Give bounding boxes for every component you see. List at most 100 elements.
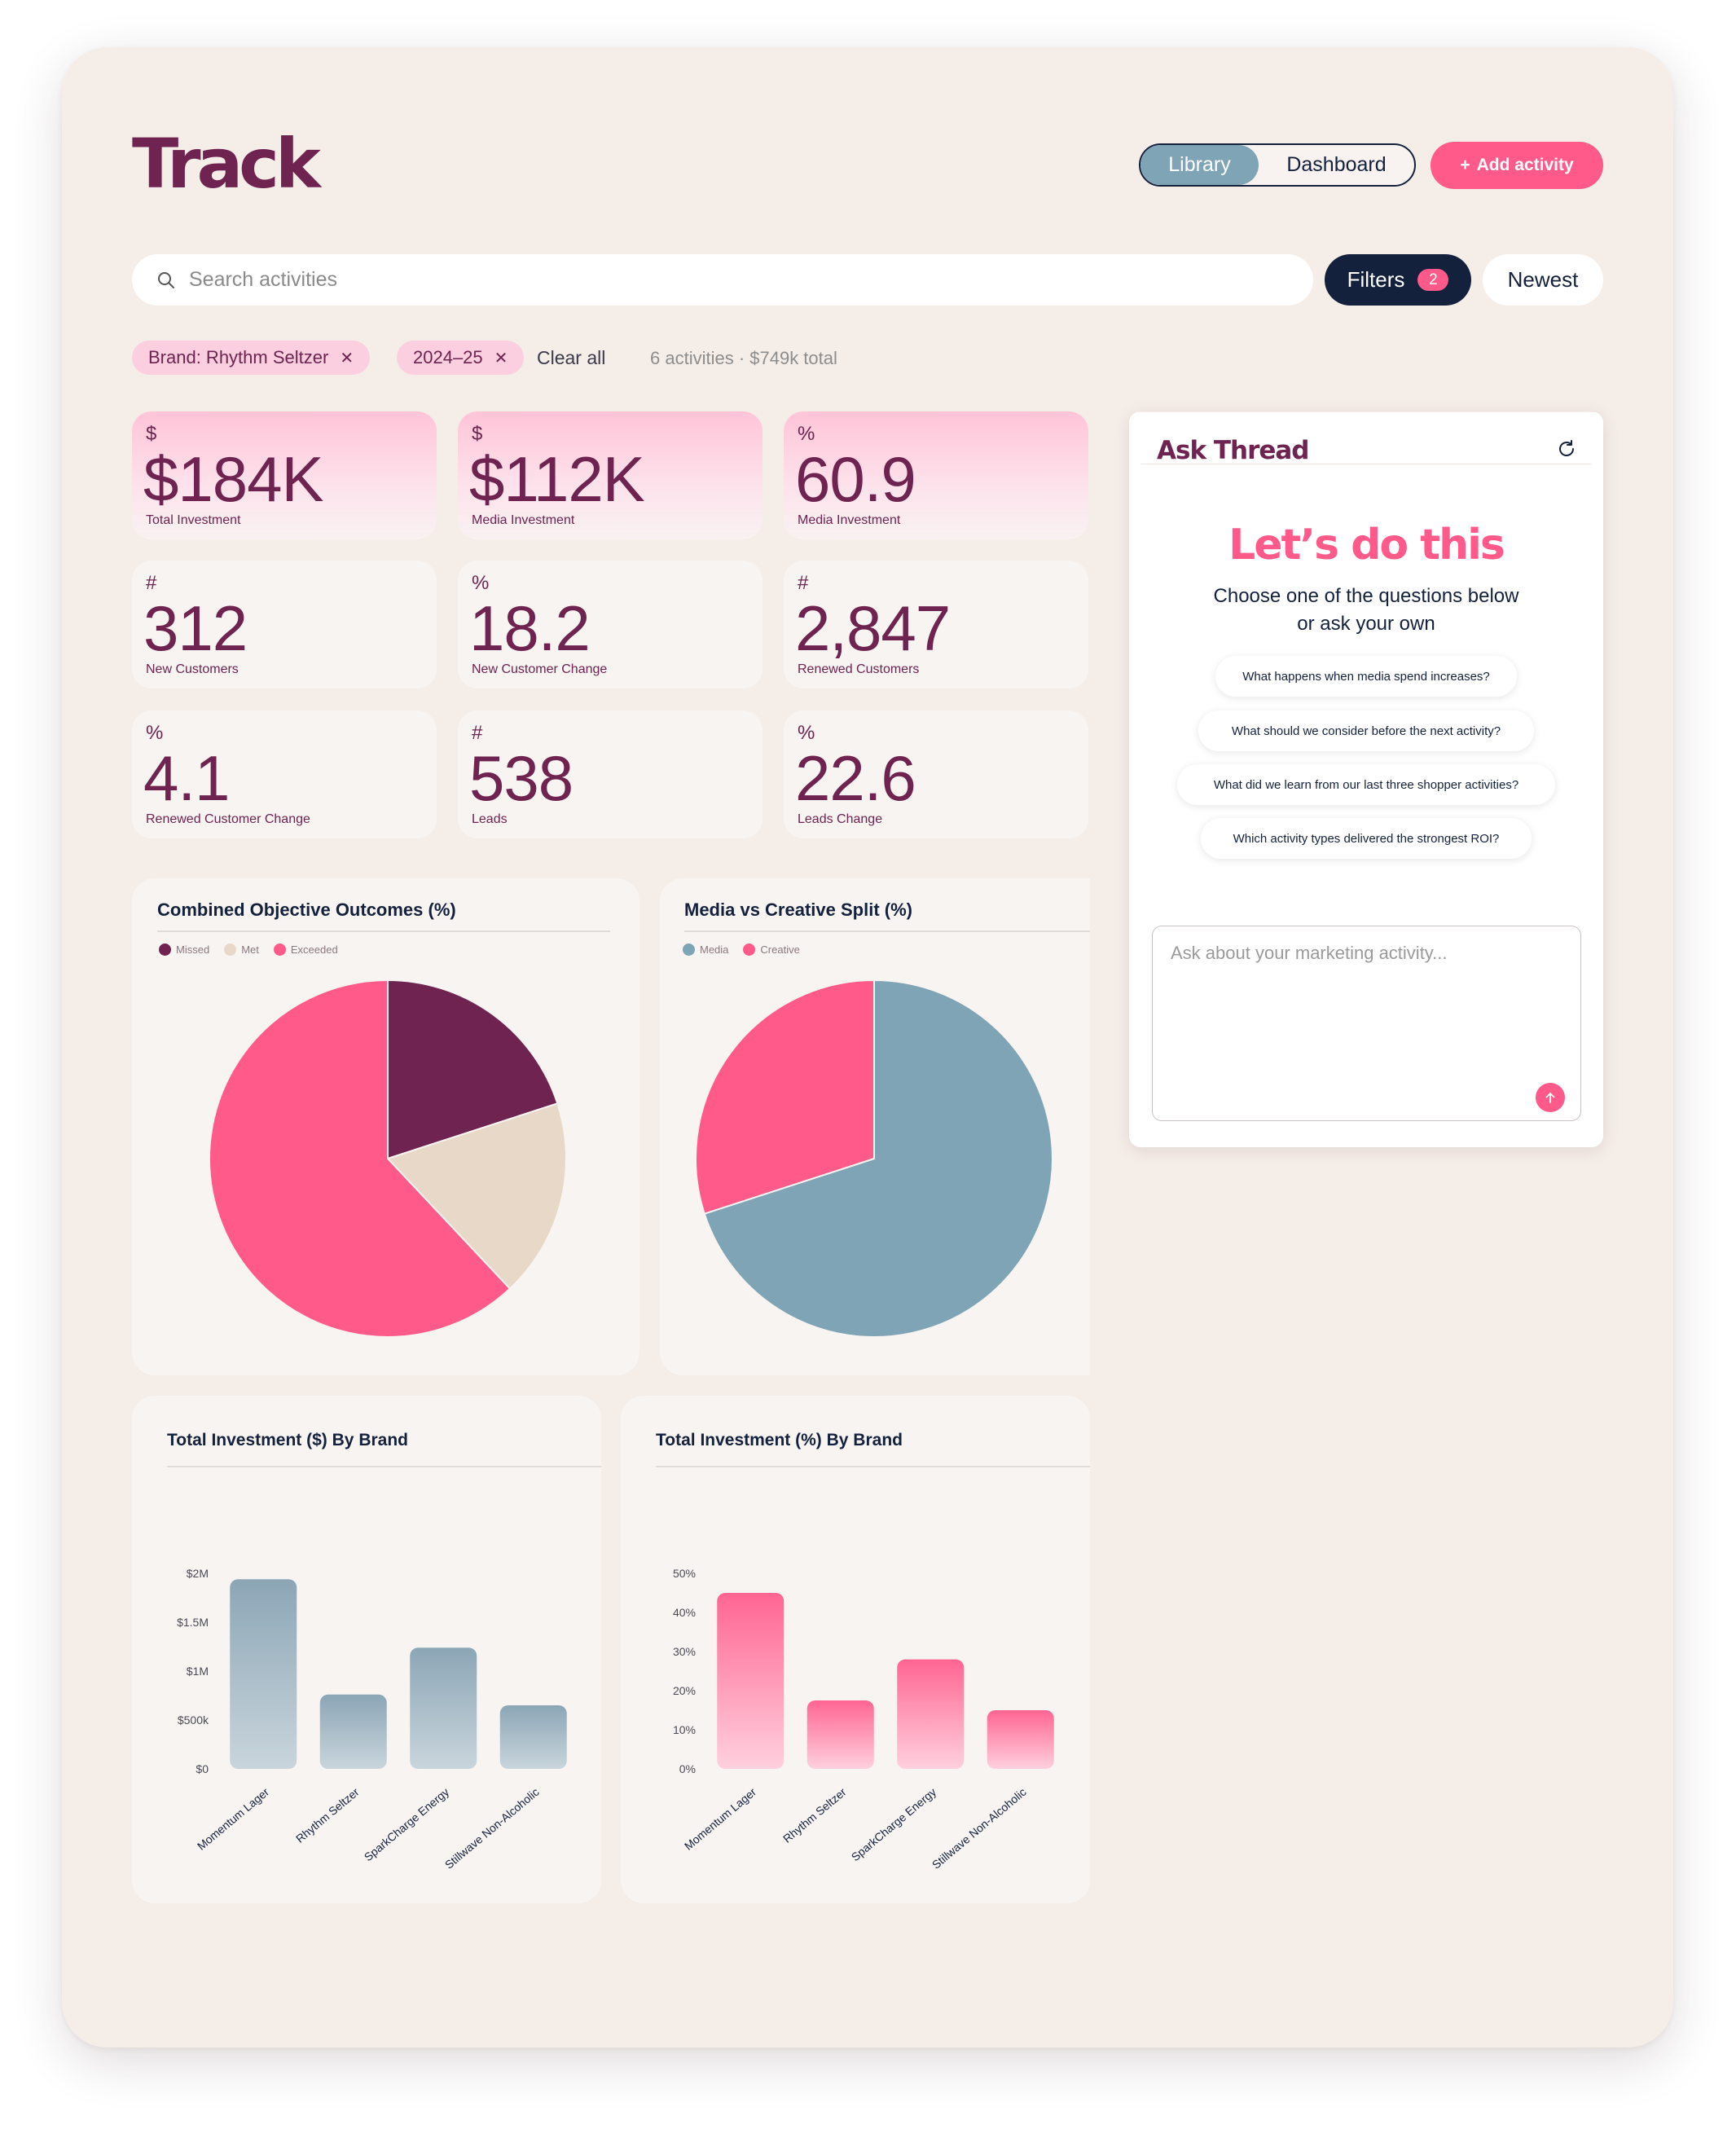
y-tick-label: $1M	[187, 1665, 209, 1678]
chart-card-media-creative: Media vs Creative Split (%) Media Creati…	[660, 878, 1090, 1375]
chart-card-investment-dollars: Total Investment ($) By Brand $0 $500k $1M…	[132, 1396, 601, 1903]
chart-title: Total Investment ($) By Brand	[167, 1431, 408, 1449]
bar	[410, 1647, 477, 1769]
chart-title: Media vs Creative Split (%)	[684, 900, 912, 920]
ask-thread-panel: Ask Thread Let’s do this Choose one of t…	[1129, 411, 1603, 1147]
pie-slice-media	[703, 979, 1053, 1338]
kpi-label: New Customer Change	[472, 662, 608, 676]
y-tick-label: 50%	[673, 1567, 696, 1580]
kpi-card: # 312 New Customers	[132, 561, 437, 688]
kpi-value: 18.2	[469, 592, 591, 664]
chart-title: Total Investment (%) By Brand	[656, 1431, 903, 1449]
kpi-value: 4.1	[143, 742, 230, 814]
x-tick-label: SparkCharge Energy	[849, 1785, 938, 1863]
kpi-unit: #	[472, 722, 483, 744]
kpi-label: Renewed Customer Change	[146, 812, 310, 826]
ask-input-box[interactable]	[1152, 926, 1581, 1121]
y-tick-label: 20%	[673, 1684, 696, 1697]
filter-chip-brand[interactable]: Brand: Rhythm Seltzer ✕	[132, 341, 371, 375]
pie-slice-missed	[387, 979, 559, 1160]
legend-swatch	[273, 944, 286, 956]
divider	[167, 1466, 601, 1467]
suggested-question[interactable]: What happens when media spend increases?	[1215, 656, 1517, 697]
add-activity-button[interactable]: + Add activity	[1431, 142, 1603, 189]
legend-label: Exceeded	[290, 944, 338, 956]
y-tick-label: 40%	[673, 1606, 696, 1619]
legend-label: Media	[700, 944, 729, 956]
bar	[230, 1579, 297, 1769]
kpi-value: 2,847	[795, 592, 951, 664]
search-icon	[158, 271, 174, 288]
legend-label: Creative	[760, 944, 800, 956]
filter-chip-year[interactable]: 2024–25 ✕	[397, 341, 525, 375]
arrow-up-icon	[1545, 1093, 1555, 1103]
kpi-label: Renewed Customers	[798, 662, 920, 676]
y-tick-label: 10%	[673, 1723, 696, 1736]
filters-label: Filters	[1347, 267, 1405, 292]
toggle-dashboard[interactable]: Dashboard	[1286, 153, 1387, 176]
toggle-library[interactable]: Library	[1140, 145, 1259, 185]
legend-item: Media	[683, 944, 728, 956]
clear-all-link[interactable]: Clear all	[537, 347, 606, 368]
kpi-card: % 4.1 Renewed Customer Change	[132, 710, 437, 838]
filters-count-badge: 2	[1417, 269, 1449, 291]
y-tick-label: $0	[196, 1762, 209, 1775]
kpi-label: New Customers	[146, 662, 239, 676]
legend-item: Missed	[159, 944, 209, 956]
chart-card-objective-outcomes: Combined Objective Outcomes (%) Missed M…	[132, 878, 639, 1375]
legend-swatch	[224, 944, 237, 956]
kpi-unit: #	[146, 572, 157, 594]
kpi-card: % 22.6 Leads Change	[784, 710, 1088, 838]
kpi-card: # 2,847 Renewed Customers	[784, 561, 1088, 688]
sort-button[interactable]: Newest	[1483, 254, 1603, 306]
legend-swatch	[683, 944, 695, 956]
kpi-card: # 538 Leads	[458, 710, 763, 838]
send-button[interactable]	[1536, 1083, 1565, 1112]
media-creative-pie	[695, 979, 1053, 1338]
search-input[interactable]	[189, 268, 1248, 292]
y-tick-label: $1.5M	[177, 1616, 209, 1629]
legend-swatch	[743, 944, 756, 956]
legend-swatch	[159, 944, 171, 956]
kpi-unit: %	[798, 722, 815, 744]
kpi-unit: #	[798, 572, 809, 594]
app-logo: Track	[132, 124, 321, 204]
bar	[319, 1694, 387, 1769]
kpi-label: Leads	[472, 812, 508, 826]
remove-filter-icon[interactable]: ✕	[340, 349, 354, 367]
kpi-card: % 60.9 Media Investment	[784, 411, 1088, 539]
filters-button[interactable]: Filters 2	[1325, 254, 1471, 306]
search-bar[interactable]	[132, 254, 1313, 306]
y-tick-label: $2M	[187, 1567, 209, 1580]
kpi-card: $ $184K Total Investment	[132, 411, 437, 539]
suggested-question[interactable]: Which activity types delivered the stron…	[1201, 818, 1532, 859]
chart-title: Combined Objective Outcomes (%)	[157, 900, 456, 920]
kpi-unit: %	[798, 423, 815, 445]
x-tick-label: Momentum Lager	[682, 1785, 759, 1853]
suggested-question[interactable]: What should we consider before the next …	[1198, 710, 1534, 751]
legend-label: Met	[241, 944, 259, 956]
chart-legend: Missed Met Exceeded	[159, 944, 338, 956]
refresh-icon[interactable]	[1556, 438, 1577, 460]
pie-slice-met	[386, 1102, 567, 1291]
investment-percent-bar-chart: 0% 10% 20% 30% 40% 50% Momentum Lager Rhythm Se…	[673, 1567, 1054, 1872]
pie-slice-creative	[695, 979, 875, 1215]
x-tick-label: Momentum Lager	[195, 1785, 272, 1853]
view-toggle[interactable]: Library Dashboard	[1139, 143, 1416, 187]
bar	[499, 1705, 567, 1769]
legend-item: Creative	[743, 944, 800, 956]
ask-input[interactable]	[1171, 943, 1562, 1057]
kpi-unit: %	[146, 722, 164, 744]
results-summary: 6 activities · $749k total	[650, 348, 837, 368]
kpi-unit: $	[472, 423, 483, 445]
chart-legend: Media Creative	[683, 944, 800, 956]
suggested-question[interactable]: What did we learn from our last three sh…	[1177, 764, 1555, 805]
chart-card-investment-percent: Total Investment (%) By Brand 0% 10% 20% 30…	[621, 1396, 1090, 1903]
kpi-label: Total Investment	[146, 513, 241, 527]
legend-item: Exceeded	[273, 944, 338, 956]
x-tick-label: Stillwave Non-Alcoholic	[930, 1785, 1029, 1872]
filter-chip-label: 2024–25	[413, 347, 483, 367]
kpi-value: $184K	[143, 443, 324, 515]
y-tick-label: 30%	[673, 1645, 696, 1658]
remove-filter-icon[interactable]: ✕	[494, 349, 508, 367]
